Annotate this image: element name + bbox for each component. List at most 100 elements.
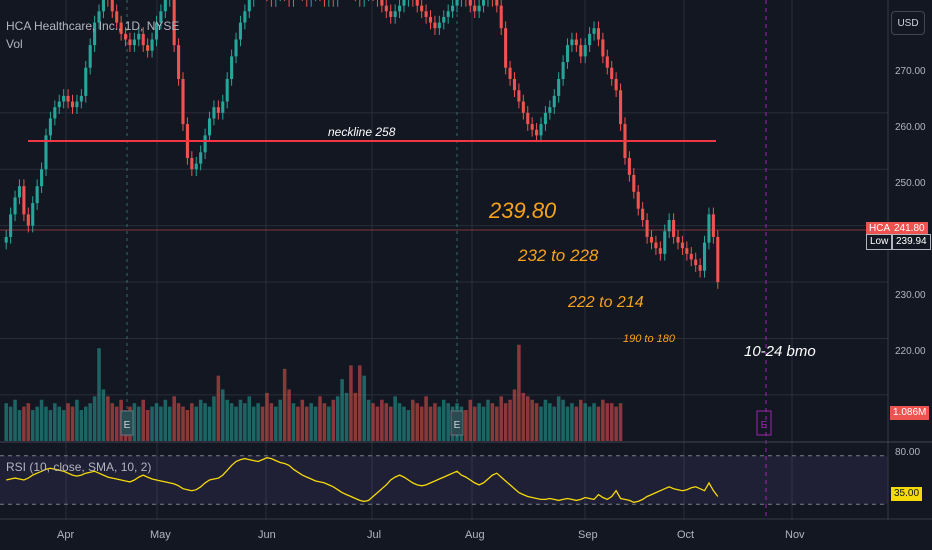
volume-bar bbox=[472, 406, 477, 441]
candle-body bbox=[393, 11, 397, 17]
volume-bar bbox=[358, 365, 362, 441]
candle-body bbox=[4, 236, 8, 243]
candle-body bbox=[9, 214, 13, 237]
candle-body bbox=[543, 112, 547, 125]
candle-body bbox=[415, 0, 419, 6]
rsi-legend[interactable]: RSI (10, close, SMA, 10, 2) bbox=[6, 458, 151, 476]
candle-body bbox=[495, 0, 499, 6]
candle-body bbox=[216, 107, 220, 113]
volume-bar bbox=[428, 406, 433, 441]
candle-body bbox=[243, 11, 247, 23]
candle-body bbox=[702, 242, 707, 271]
candle-body bbox=[552, 95, 556, 108]
target-2-annotation: 222 to 214 bbox=[568, 294, 644, 311]
candle-body bbox=[26, 214, 30, 226]
volume-bar bbox=[304, 406, 309, 441]
volume-bar bbox=[446, 403, 450, 441]
volume-bar bbox=[605, 403, 610, 441]
candle-body bbox=[579, 45, 583, 57]
volume-bar bbox=[530, 399, 534, 441]
volume-bar bbox=[198, 399, 203, 441]
current-price-symbol-tag: HCA bbox=[866, 222, 894, 236]
candle-body bbox=[389, 11, 393, 17]
candle-body bbox=[212, 107, 216, 119]
candle-body bbox=[481, 0, 486, 6]
currency-button[interactable]: USD bbox=[891, 11, 925, 35]
candle-body bbox=[654, 242, 658, 249]
volume-bar bbox=[371, 403, 375, 441]
candle-body bbox=[13, 197, 17, 215]
candle-body bbox=[44, 135, 48, 170]
volume-bar bbox=[340, 379, 344, 441]
volume-bar bbox=[61, 410, 66, 441]
candle-body bbox=[512, 78, 517, 91]
candle-body bbox=[146, 45, 150, 51]
candle-body bbox=[163, 0, 167, 12]
volume-bar bbox=[88, 403, 92, 441]
volume-bar bbox=[579, 399, 583, 441]
volume-bar bbox=[212, 396, 216, 441]
volume-bar bbox=[243, 403, 247, 441]
volume-bar bbox=[503, 403, 508, 441]
volume-bar bbox=[402, 406, 406, 441]
chart-legend: HCA Healthcare, Inc., 1D, NYSE Vol bbox=[6, 17, 179, 53]
volume-bar bbox=[278, 399, 283, 441]
candle-body bbox=[676, 236, 680, 243]
candle-body bbox=[548, 107, 552, 113]
volume-bar bbox=[137, 406, 141, 441]
low-value-tag: 239.94 bbox=[892, 234, 931, 250]
volume-bar bbox=[132, 403, 137, 441]
candle-body bbox=[84, 67, 88, 96]
volume-bar bbox=[468, 399, 473, 441]
volume-bar bbox=[508, 399, 512, 441]
earnings-marker-label: E bbox=[454, 420, 461, 431]
candle-body bbox=[685, 248, 689, 254]
volume-bar bbox=[539, 406, 543, 441]
candle-body bbox=[508, 67, 512, 79]
volume-bar bbox=[247, 396, 252, 441]
volume-bar bbox=[221, 389, 225, 441]
volume-bar bbox=[583, 403, 587, 441]
rsi-label: RSI (10, close, SMA, 10, 2) bbox=[6, 460, 152, 474]
candle-body bbox=[711, 214, 715, 237]
earnings-marker-label: E bbox=[124, 420, 131, 431]
price-tick: 260.00 bbox=[895, 122, 926, 133]
earnings-marker bbox=[450, 410, 464, 436]
candle-body bbox=[234, 39, 238, 57]
volume-bar bbox=[495, 406, 499, 441]
candle-body bbox=[398, 5, 402, 12]
candle-body bbox=[428, 16, 433, 23]
volume-bar bbox=[79, 410, 84, 441]
volume-bar bbox=[556, 396, 561, 441]
volume-bar bbox=[145, 410, 150, 441]
volume-bar bbox=[561, 399, 565, 441]
candle-body bbox=[539, 124, 543, 136]
volume-bar bbox=[4, 403, 8, 441]
candle-body bbox=[159, 11, 163, 23]
candle-body bbox=[190, 157, 194, 170]
volume-bar bbox=[552, 406, 557, 441]
volume-label[interactable]: Vol bbox=[6, 37, 23, 51]
candle-body bbox=[225, 78, 229, 102]
time-tick: Apr bbox=[57, 529, 75, 541]
candle-body bbox=[570, 39, 574, 46]
candle-body bbox=[66, 95, 70, 102]
candle-body bbox=[420, 5, 424, 12]
volume-bar bbox=[287, 389, 291, 441]
earnings-date-annotation: 10-24 bmo bbox=[744, 343, 816, 360]
candle-body bbox=[645, 220, 649, 237]
candle-body bbox=[150, 39, 154, 51]
candle-body bbox=[247, 0, 251, 12]
volume-bar bbox=[517, 344, 521, 441]
volume-bar bbox=[574, 406, 579, 441]
candle-body bbox=[658, 248, 662, 254]
candle-body bbox=[619, 90, 623, 125]
volume-bar bbox=[397, 403, 402, 441]
candle-body bbox=[504, 28, 508, 68]
volume-bar bbox=[181, 406, 185, 441]
volume-bar bbox=[207, 406, 212, 441]
candle-body bbox=[115, 11, 119, 23]
symbol-title[interactable]: HCA Healthcare, Inc., 1D, NYSE bbox=[6, 19, 180, 33]
volume-bar bbox=[101, 389, 106, 441]
